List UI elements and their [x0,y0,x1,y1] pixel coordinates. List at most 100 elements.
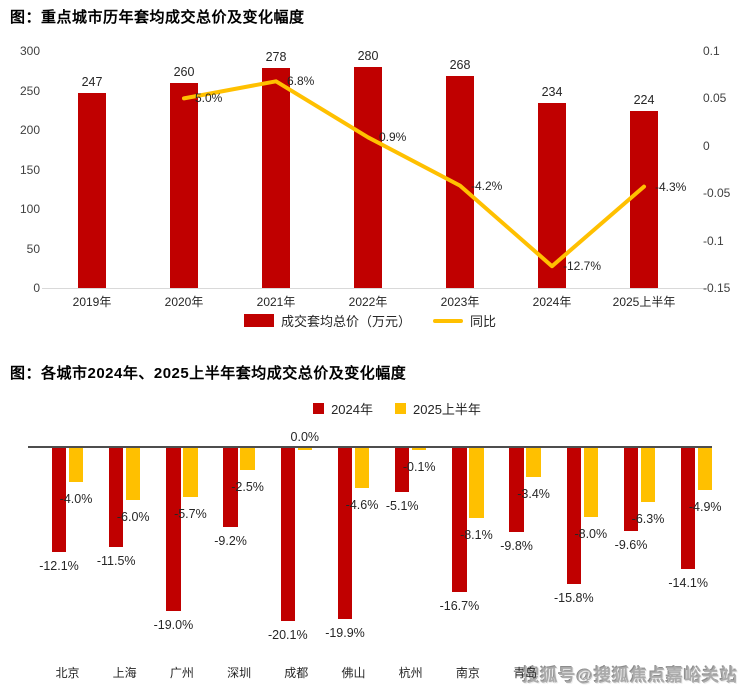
left-axis-tick: 150 [19,162,40,177]
bar-2025h1-上海 [125,448,141,500]
chart1-line-point-label: 0.9% [379,130,407,145]
bar-2025h1-深圳 [240,448,255,470]
bar-2025h1-city-12 [697,448,713,491]
bar-2025h1-value: -8.1% [460,527,493,542]
chart1-bar-2021年 [262,68,290,288]
chart1-bar-2020年 [170,82,198,288]
bar-2024-value: -12.1% [39,559,79,574]
bar-2024-value: -11.5% [96,553,136,568]
bar-2025h1-value: -8.0% [574,526,608,541]
chart2-city-杭州: 杭州 [398,666,423,680]
bar-2025h1-value: -4.6% [345,497,379,512]
legend-bar-label: 成交套均总价（万元） [280,314,411,329]
bar-2025h1-杭州 [411,448,427,450]
bar-2024-广州 [166,448,181,612]
bar-2024-value: -9.8% [500,539,533,554]
watermark-text: 搜狐号@搜狐焦点嘉峪关站 [522,666,738,685]
chart1-line-point-label: -4.3% [655,179,687,194]
chart1-x-tick-2024年: 2024年 [532,295,572,309]
bar-2025h1-广州 [183,448,198,498]
bar-2024-value: -19.0% [153,618,194,633]
chart1-bar-value: 260 [173,64,195,79]
bar-2024-value: -9.2% [214,534,247,549]
left-axis-tick: 250 [19,83,40,98]
right-axis-tick: -0.05 [703,186,731,201]
bar-2025h1-北京 [68,448,84,483]
bar-2025h1-佛山 [354,448,370,488]
chart1-x-tick-2025上半年: 2025上半年 [612,295,676,309]
right-axis-tick: -0.1 [703,233,724,248]
bar-2025h1-value: -6.0% [116,509,150,524]
chart1-bar-2025上半年 [630,111,658,288]
chart2-city-深圳: 深圳 [227,666,252,680]
legend-2025h1-label: 2025上半年 [413,402,481,417]
chart2-legend: 2024年 2025上半年 [27,399,740,418]
chart1-x-tick-2019年: 2019年 [72,295,112,309]
chart2-city-佛山: 佛山 [341,666,366,680]
legend-bar-swatch [243,314,274,327]
bar-2024-value: -15.8% [553,590,594,605]
bar-2024-上海 [108,448,124,547]
bar-2024-佛山 [337,448,353,620]
chart1-bar-value: 278 [265,50,287,65]
chart1-bar-value: 280 [357,48,379,63]
bar-2024-value: -19.9% [325,626,365,641]
bar-2025h1-value: -4.0% [59,492,93,507]
chart2-city-北京: 北京 [55,666,80,680]
left-axis-tick: 200 [19,123,40,137]
chart1-title: 图：重点城市历年套均成交总价及变化幅度 [10,9,305,26]
bar-2025h1-city-10 [583,448,599,517]
right-axis-tick: -0.15 [703,281,731,295]
bar-2025h1-value: -6.3% [631,512,665,527]
chart2-city-南京: 南京 [455,666,480,680]
chart2-zero-axis-line [28,446,712,448]
left-axis-tick: 50 [26,241,40,256]
bar-2024-北京 [51,448,67,553]
bar-2025h1-value: -4.9% [688,500,722,515]
right-axis-tick: 0.1 [703,44,720,58]
legend-line-swatch [433,318,463,323]
chart1-bar-2019年 [78,92,106,288]
chart2-city-成都: 成都 [284,666,309,680]
yoy-line-path [182,79,646,269]
chart1-x-tick-2022年: 2022年 [348,295,388,309]
chart1-x-tick-2021年: 2021年 [256,295,296,309]
chart1-x-axis-line [42,288,707,289]
chart1-line-point-label: -12.7% [563,259,602,274]
legend-2025h1-swatch [395,403,406,414]
left-axis-tick: 100 [19,202,40,216]
left-axis-tick: 300 [19,44,40,58]
chart2-title: 图：各城市2024年、2025上半年套均成交总价及变化幅度 [10,365,407,382]
bar-2025h1-value: -2.5% [231,479,264,494]
left-axis-tick: 0 [33,281,40,295]
bar-2024-杭州 [394,448,410,492]
bar-2024-city-10 [566,448,582,584]
chart1-x-tick-2023年: 2023年 [440,295,480,309]
bar-2025h1-value: -0.1% [402,459,436,474]
chart1-x-tick-2020年: 2020年 [164,295,204,309]
chart2-city-上海: 上海 [112,666,137,680]
bar-2024-city-11 [623,448,639,531]
bar-2024-南京 [452,448,467,592]
bar-2024-成都 [280,448,296,621]
bar-2024-value: -5.1% [385,498,419,513]
chart1-line-point-label: 6.8% [287,74,315,89]
bar-2024-value: -16.7% [439,598,480,613]
bar-2024-value: -14.1% [668,576,708,591]
bar-2025h1-value: 0.0% [290,430,320,444]
bar-2024-value: -9.6% [614,537,648,552]
chart1-bar-value: 224 [633,93,655,108]
chart1-legend: 成交套均总价（万元） 同比 [0,311,740,330]
bar-2025h1-city-11 [640,448,656,503]
chart1-bar-2022年 [354,66,382,288]
bar-2025h1-成都 [297,448,313,450]
chart2-city-青岛: 青岛 [513,666,538,680]
chart1-line-point-label: -4.2% [471,178,503,193]
legend-2024-label: 2024年 [331,402,373,417]
chart1-bar-value: 234 [541,85,563,100]
legend-2024-swatch [313,403,325,414]
chart1-bar-value: 268 [449,58,471,73]
bar-2025h1-南京 [469,448,484,518]
right-axis-tick: 0 [703,138,710,153]
